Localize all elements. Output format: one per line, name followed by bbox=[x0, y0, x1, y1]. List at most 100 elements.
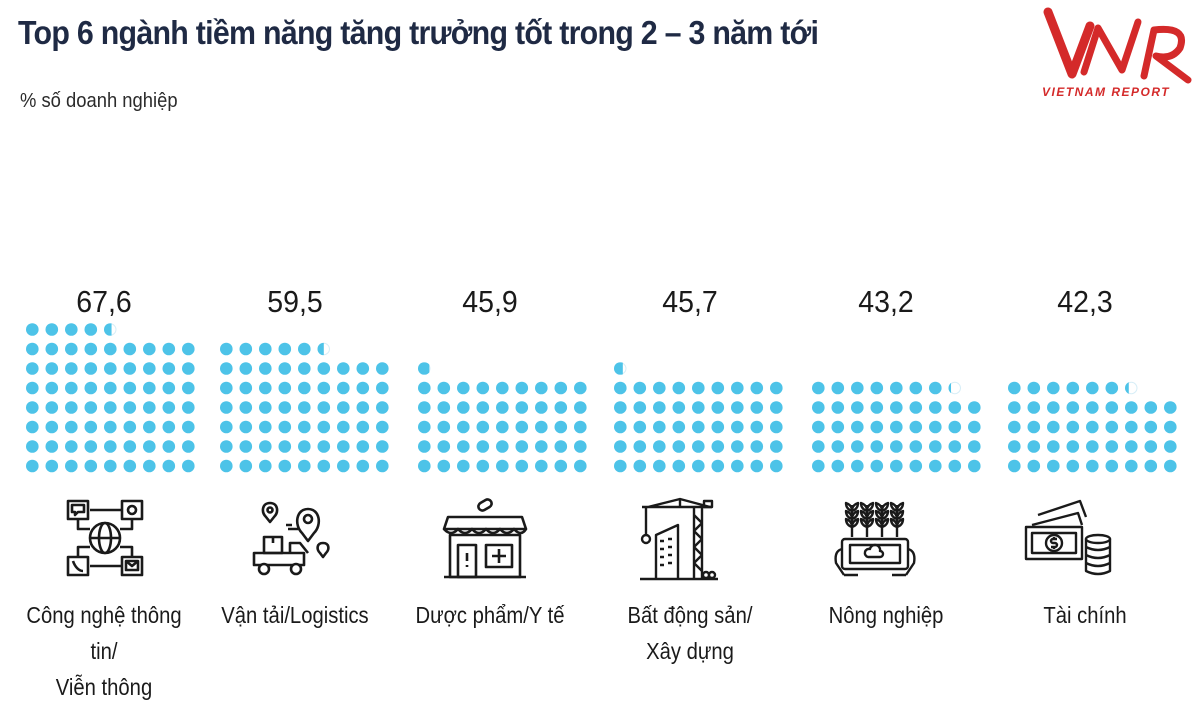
dot bbox=[812, 420, 825, 434]
dot bbox=[554, 381, 568, 395]
dot bbox=[162, 362, 176, 375]
dot bbox=[692, 420, 705, 434]
dot bbox=[356, 362, 370, 375]
dot bbox=[496, 459, 509, 473]
dot bbox=[948, 459, 962, 473]
dot bbox=[418, 440, 431, 453]
dot bbox=[831, 381, 845, 395]
dot bbox=[337, 440, 350, 453]
dot bbox=[574, 420, 587, 434]
construction-crane-icon bbox=[640, 497, 718, 581]
dot bbox=[574, 401, 587, 414]
dot bbox=[84, 381, 98, 395]
dot bbox=[143, 420, 156, 434]
dot bbox=[123, 420, 137, 434]
dot bbox=[45, 420, 59, 434]
dot bbox=[496, 440, 509, 453]
dot bbox=[182, 342, 195, 356]
dot bbox=[890, 401, 903, 414]
dot bbox=[239, 420, 253, 434]
dot bbox=[692, 401, 705, 414]
dot bbox=[770, 401, 783, 414]
dot bbox=[278, 401, 292, 414]
dot bbox=[851, 381, 864, 395]
dot-partial bbox=[948, 382, 952, 394]
category-label-4: Nông nghiệp bbox=[794, 597, 979, 633]
dot bbox=[711, 420, 725, 434]
dot bbox=[418, 420, 431, 434]
dot bbox=[123, 381, 137, 395]
dot bbox=[298, 362, 311, 375]
dot bbox=[672, 401, 686, 414]
dot bbox=[104, 342, 117, 356]
dot bbox=[851, 401, 864, 414]
dot bbox=[770, 420, 783, 434]
category-label-3: Bất động sản/Xây dựng bbox=[598, 597, 783, 669]
dot bbox=[515, 459, 529, 473]
dot bbox=[298, 381, 311, 395]
dot bbox=[1008, 459, 1021, 473]
dot bbox=[143, 362, 156, 375]
dot bbox=[317, 381, 331, 395]
dot bbox=[65, 401, 78, 414]
dot bbox=[437, 401, 451, 414]
value-label-3: 45,7 bbox=[662, 284, 718, 319]
dot bbox=[554, 401, 568, 414]
dot bbox=[45, 342, 59, 356]
dot bbox=[239, 342, 253, 356]
dot bbox=[890, 381, 903, 395]
dot bbox=[239, 381, 253, 395]
dot bbox=[653, 401, 666, 414]
dot bbox=[554, 459, 568, 473]
dot bbox=[457, 440, 470, 453]
dot bbox=[1027, 401, 1041, 414]
dot-column-4 bbox=[812, 381, 981, 473]
dot bbox=[1144, 401, 1158, 414]
dot bbox=[653, 440, 666, 453]
dot-column-5 bbox=[1008, 381, 1177, 473]
dot bbox=[1086, 420, 1099, 434]
dot bbox=[104, 381, 117, 395]
dot bbox=[182, 362, 195, 375]
dot bbox=[1086, 459, 1099, 473]
dot bbox=[337, 459, 350, 473]
dot bbox=[123, 362, 137, 375]
dot bbox=[45, 401, 59, 414]
dot bbox=[376, 420, 389, 434]
dot bbox=[574, 440, 587, 453]
dot bbox=[376, 440, 389, 453]
category-label-line: Công nghệ thông tin/ bbox=[26, 602, 182, 664]
dot bbox=[750, 401, 764, 414]
dot bbox=[1164, 440, 1177, 453]
dot bbox=[731, 440, 744, 453]
dot bbox=[123, 401, 137, 414]
dot bbox=[356, 420, 370, 434]
logo-tagline: VIETNAM REPORT bbox=[1042, 85, 1171, 99]
dot bbox=[968, 440, 981, 453]
dot bbox=[870, 420, 884, 434]
dot bbox=[278, 362, 292, 375]
dot bbox=[457, 420, 470, 434]
dot bbox=[162, 459, 176, 473]
dot bbox=[831, 420, 845, 434]
dot bbox=[812, 381, 825, 395]
dot bbox=[750, 381, 764, 395]
dot bbox=[909, 459, 923, 473]
dot bbox=[45, 440, 59, 453]
dot bbox=[692, 381, 705, 395]
dot bbox=[890, 420, 903, 434]
dot bbox=[143, 342, 156, 356]
dot bbox=[535, 381, 548, 395]
dot bbox=[356, 459, 370, 473]
dot bbox=[84, 362, 98, 375]
dot bbox=[812, 401, 825, 414]
dot bbox=[851, 420, 864, 434]
dot bbox=[26, 440, 39, 453]
dot bbox=[65, 342, 78, 356]
dot bbox=[376, 401, 389, 414]
dot bbox=[259, 440, 272, 453]
dot bbox=[317, 401, 331, 414]
dot bbox=[672, 381, 686, 395]
dot bbox=[143, 459, 156, 473]
dot-column-0 bbox=[26, 323, 195, 473]
